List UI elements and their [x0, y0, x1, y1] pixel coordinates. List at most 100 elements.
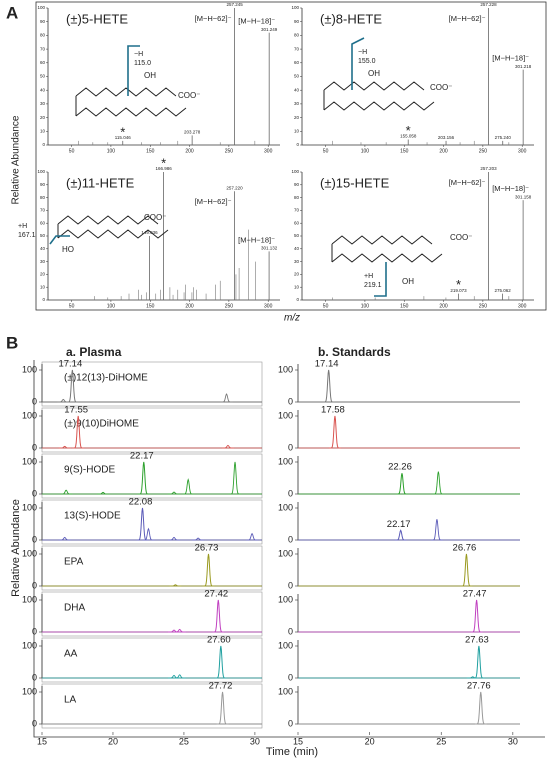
x-tick-label: 300	[264, 148, 273, 154]
panel-label: B	[6, 333, 18, 352]
peak	[328, 415, 341, 449]
peak-label: 27.63	[465, 635, 489, 646]
peak-label: 155.058	[400, 134, 417, 139]
ion-label: [M−H−18]⁻	[492, 54, 529, 63]
trace-frame	[41, 545, 263, 591]
peak	[142, 527, 155, 541]
y-tick-label: 10	[294, 128, 300, 133]
y-tick-label: 0	[288, 718, 293, 728]
x-tick-label: 250	[225, 148, 234, 154]
peak-label: 301.249	[261, 27, 278, 32]
peak	[214, 645, 227, 679]
x-tick-label: 100	[107, 148, 116, 154]
x-tick-label: 200	[439, 148, 448, 154]
structure-carboxylate: COO⁻	[430, 83, 452, 92]
peak-label: 22.17	[387, 519, 411, 530]
y-tick-label: 0	[32, 488, 37, 498]
x-tick-label: 30	[508, 736, 518, 746]
x-tick-label: 200	[439, 303, 448, 309]
peak-label: 301.158	[515, 194, 532, 199]
ion-label: [M−H−62]⁻	[195, 14, 232, 23]
trace-axes	[297, 594, 520, 633]
trace-axes	[297, 548, 520, 587]
y-tick-label: 40	[294, 246, 300, 251]
trace-axes	[297, 640, 520, 679]
peak	[136, 507, 149, 541]
peak	[212, 599, 225, 633]
structure-chain	[323, 81, 425, 91]
structure-hydroxyl: OH	[368, 69, 380, 78]
peak-label: 166.986	[155, 166, 172, 171]
y-tick-label: 0	[32, 580, 37, 590]
y-tick-label: 70	[294, 46, 300, 51]
peak	[221, 444, 234, 449]
peak	[202, 553, 215, 587]
ion-label: [M−H−62]⁻	[449, 178, 486, 187]
peak	[182, 478, 195, 495]
fragment-arrow	[127, 45, 140, 96]
y-tick-label: 0	[296, 297, 299, 302]
compound-name: EPA	[64, 557, 84, 568]
peak	[322, 369, 335, 403]
y-tick-label: 50	[40, 74, 46, 79]
star-marker: *	[161, 155, 166, 170]
y-tick-label: 100	[278, 594, 293, 604]
x-tick-label: 50	[69, 148, 75, 154]
peak	[470, 599, 483, 633]
fragment-ion: +H	[364, 273, 373, 280]
peak	[474, 691, 487, 725]
x-tick-label: 20	[365, 736, 375, 746]
y-tick-label: 10	[294, 284, 300, 289]
y-tick-label: 70	[40, 46, 46, 51]
panel-label: A	[6, 3, 18, 22]
x-axis-label: m/z	[284, 313, 300, 324]
y-tick-label: 100	[22, 410, 37, 420]
x-tick-label: 250	[225, 303, 234, 309]
star-marker: *	[120, 124, 125, 139]
x-axis-label: Time (min)	[266, 746, 318, 758]
spectrum-title: (±)5-HETE	[66, 11, 128, 26]
peak-label: 257.203	[480, 166, 497, 171]
peak	[430, 519, 443, 541]
y-tick-label: 20	[294, 272, 300, 277]
fragment-mz: 167.1	[18, 232, 36, 239]
y-tick-label: 20	[294, 115, 300, 120]
y-tick-label: 90	[40, 19, 46, 24]
peak	[460, 553, 473, 587]
y-tick-label: 80	[294, 33, 300, 38]
x-tick-label: 50	[323, 148, 329, 154]
x-tick-label: 300	[264, 303, 273, 309]
structure-chain	[323, 101, 435, 111]
y-tick-label: 60	[294, 60, 300, 65]
panel-a-frame	[35, 1, 547, 311]
trace-axes	[297, 364, 520, 403]
peak	[466, 676, 479, 679]
peak	[220, 393, 233, 403]
y-tick-label: 100	[22, 594, 37, 604]
y-tick-label: 0	[32, 718, 37, 728]
peak-label: 27.47	[463, 589, 487, 600]
panel-b-axes	[33, 360, 545, 738]
y-tick-label: 100	[22, 640, 37, 650]
y-tick-label: 50	[40, 233, 46, 238]
y-tick-label: 100	[278, 456, 293, 466]
peak	[395, 473, 408, 495]
column-title: b. Standards	[318, 345, 391, 359]
peak-label: 22.17	[130, 451, 154, 462]
peak	[229, 461, 242, 495]
y-tick-label: 0	[32, 626, 37, 636]
fragment-ion: +H	[18, 223, 27, 230]
y-tick-label: 100	[291, 5, 299, 10]
y-tick-label: 90	[40, 182, 46, 187]
y-tick-label: 0	[32, 534, 37, 544]
y-tick-label: 100	[37, 5, 45, 10]
y-tick-label: 100	[278, 548, 293, 558]
x-tick-label: 30	[250, 736, 260, 746]
fragment-mz: 219.1	[364, 282, 382, 289]
y-tick-label: 100	[291, 169, 299, 174]
y-tick-label: 30	[294, 259, 300, 264]
structure-chain	[57, 215, 159, 225]
y-tick-label: 20	[40, 272, 46, 277]
peak-label: 17.14	[58, 359, 82, 370]
